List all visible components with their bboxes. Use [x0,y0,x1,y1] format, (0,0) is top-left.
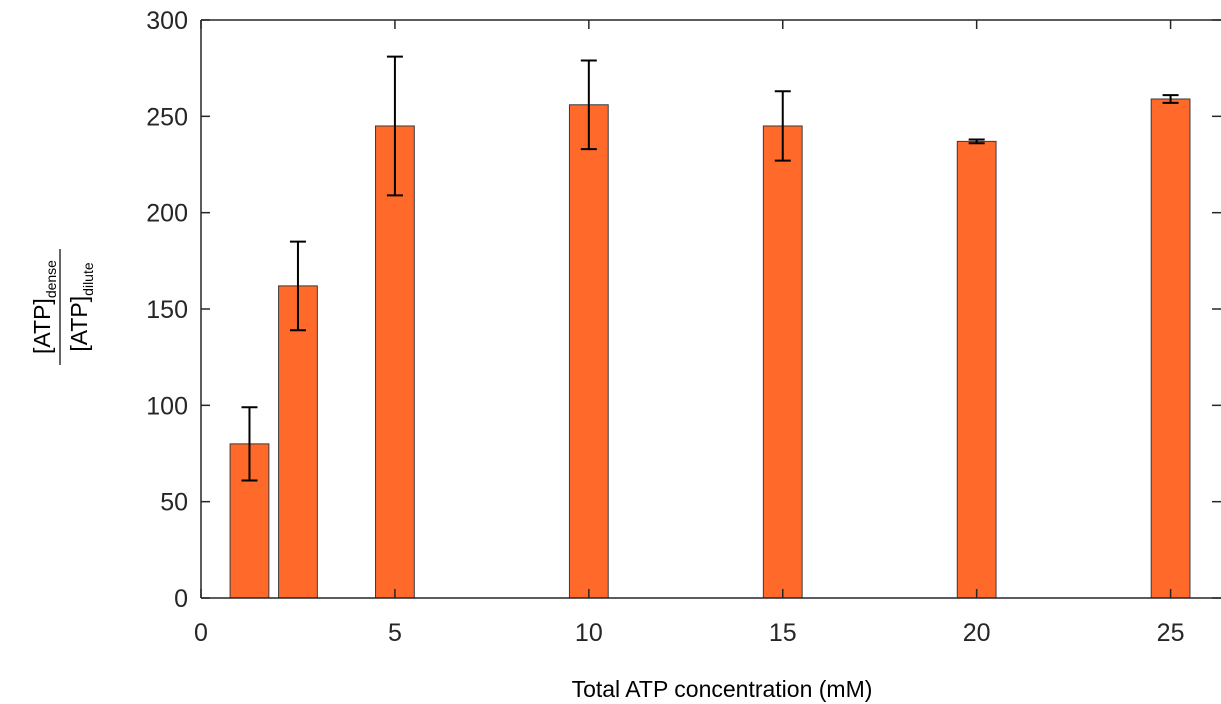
y-axis-title-numerator: [ATP]dense [29,260,59,354]
error-bar [241,406,258,482]
y-tick-label: 200 [146,200,188,228]
error-bar [580,59,597,151]
bars [229,98,1191,599]
x-tick-label: 15 [769,619,797,647]
ticks [200,19,1221,599]
bar [278,285,318,599]
bar [762,125,803,599]
bar [375,125,415,599]
error-bar [968,138,985,145]
y-tick-label: 50 [160,489,188,517]
x-axis-title: Total ATP concentration (mM) [572,676,873,702]
bar [956,140,997,599]
y-tick-labels: 0 50 100 150 200 250 300 [146,7,188,613]
x-tick-label: 5 [388,619,402,647]
y-tick-label: 150 [146,296,188,324]
error-bar [774,90,791,162]
x-tick-label: 20 [963,619,991,647]
error-bar [289,240,306,332]
x-tick-labels: 0 5 10 15 20 25 [194,619,1184,647]
y-axis-title: [ATP]dense [ATP]dilute [29,249,96,365]
y-axis-title-denominator: [ATP]dilute [66,262,96,351]
error-bars [241,55,1179,482]
bar [1150,98,1191,599]
y-tick-label: 250 [146,103,188,131]
x-tick-label: 25 [1157,619,1185,647]
y-tick-label: 300 [146,7,188,35]
error-bar [1162,94,1179,104]
x-tick-label: 10 [575,619,603,647]
axes [200,19,1221,599]
y-tick-label: 100 [146,392,188,420]
x-tick-label: 0 [194,619,208,647]
bar [568,104,609,599]
error-bar [386,55,403,197]
y-tick-label: 0 [174,585,188,613]
